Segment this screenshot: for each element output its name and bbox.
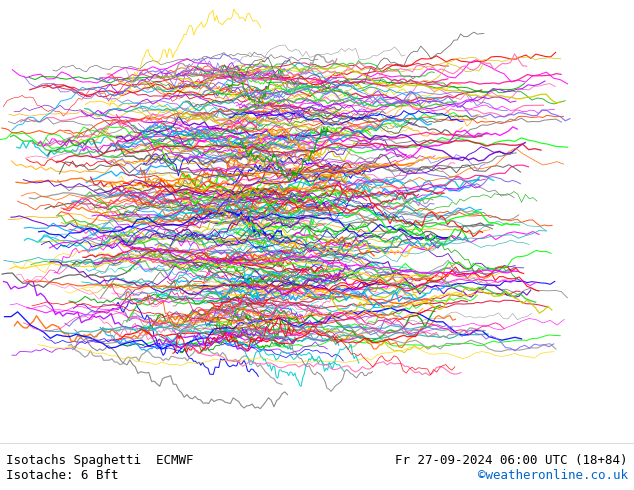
Text: ©weatheronline.co.uk: ©weatheronline.co.uk <box>477 468 628 482</box>
Text: Isotache: 6 Bft: Isotache: 6 Bft <box>6 468 119 482</box>
Text: Fr 27-09-2024 06:00 UTC (18+84): Fr 27-09-2024 06:00 UTC (18+84) <box>395 454 628 466</box>
Text: Isotachs Spaghetti  ECMWF: Isotachs Spaghetti ECMWF <box>6 454 194 466</box>
